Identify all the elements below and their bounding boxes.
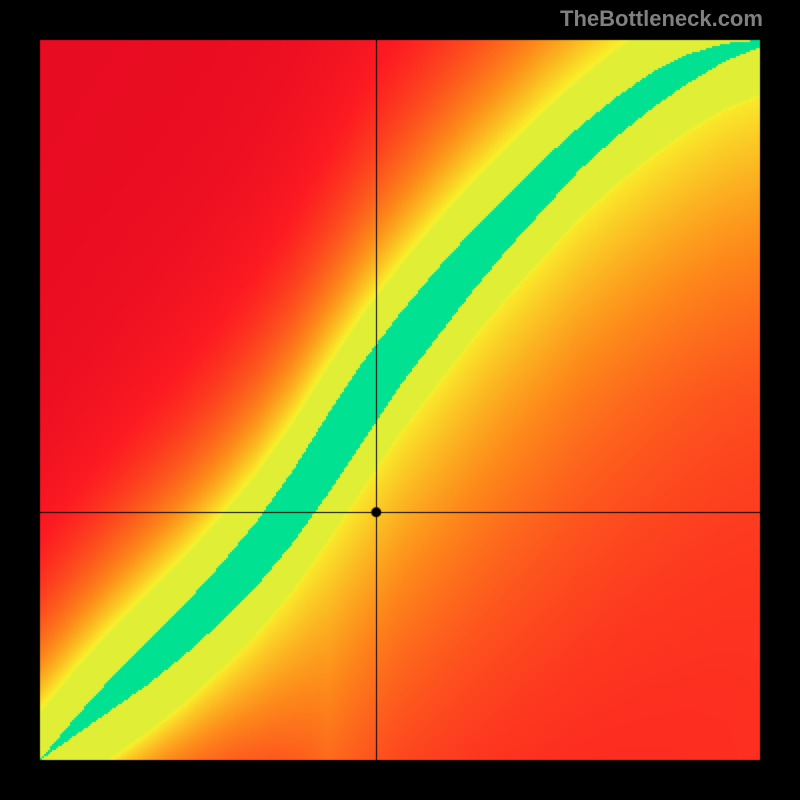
watermark-text: TheBottleneck.com	[560, 6, 763, 32]
bottleneck-heatmap	[0, 0, 800, 800]
chart-container: TheBottleneck.com	[0, 0, 800, 800]
